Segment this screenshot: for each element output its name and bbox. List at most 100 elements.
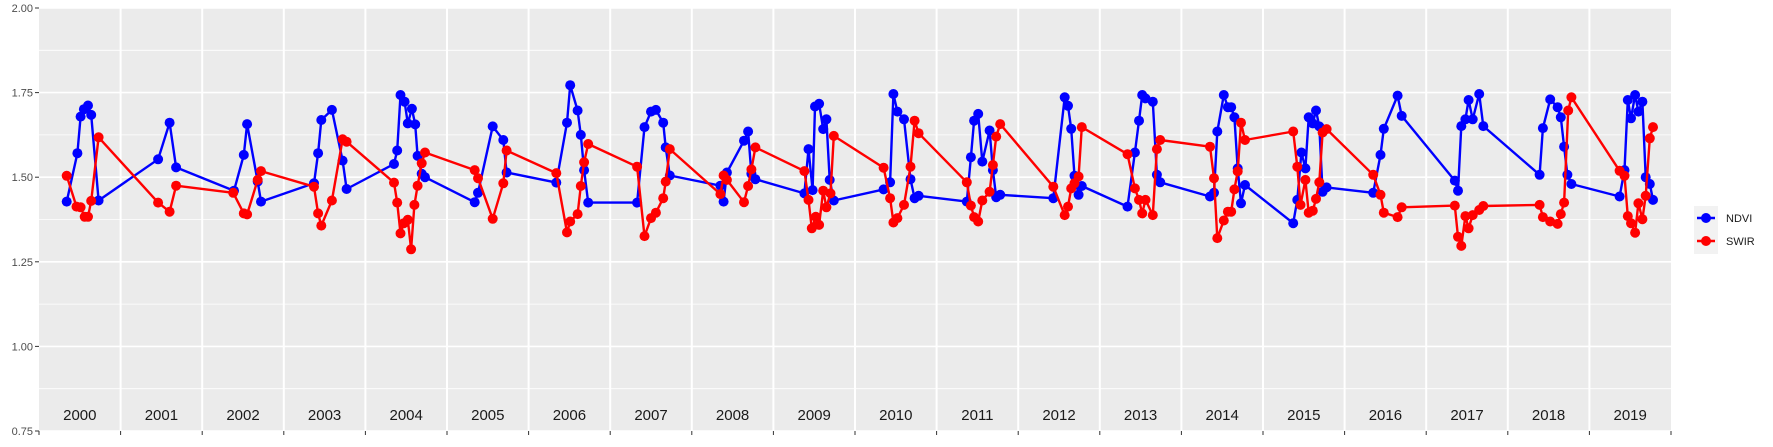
data-point-swir (1460, 211, 1471, 222)
data-point-swir (743, 181, 754, 191)
year-label: 2002 (226, 407, 259, 424)
data-point-swir (664, 144, 675, 155)
data-point-ndvi (1449, 175, 1460, 186)
data-point-ndvi (1155, 177, 1166, 188)
data-point-swir (825, 188, 836, 199)
data-point-ndvi (1378, 123, 1389, 134)
year-label: 2007 (634, 407, 667, 424)
data-point-ndvi (1240, 180, 1250, 190)
gridlines (39, 7, 1671, 432)
data-point-swir (1637, 214, 1648, 225)
data-point-swir (1059, 210, 1070, 221)
year-label: 2009 (798, 407, 831, 424)
data-point-swir (1236, 117, 1246, 128)
data-point-ndvi (1633, 106, 1644, 117)
data-point-ndvi (977, 156, 988, 167)
data-point-ndvi (1212, 126, 1223, 137)
data-point-ndvi (1555, 112, 1566, 123)
data-point-ndvi (1236, 198, 1246, 209)
data-point-ndvi (1066, 123, 1077, 134)
data-point-ndvi (1534, 169, 1545, 180)
data-point-ndvi (821, 114, 832, 125)
data-point-swir (1226, 206, 1237, 217)
year-label: 2012 (1042, 407, 1075, 424)
year-label: 2004 (390, 407, 423, 424)
data-point-swir (153, 197, 164, 208)
data-point-swir (1378, 207, 1389, 218)
data-point-swir (1122, 149, 1133, 160)
data-point-swir (1392, 212, 1403, 223)
data-point-swir (639, 231, 650, 242)
data-point-swir (632, 161, 643, 172)
data-point-swir (1534, 199, 1545, 210)
data-point-ndvi (639, 122, 650, 133)
data-point-swir (1076, 122, 1087, 133)
data-point-ndvi (399, 96, 410, 107)
data-point-ndvi (1453, 185, 1463, 196)
data-point-swir (1137, 208, 1148, 219)
data-point-ndvi (316, 115, 327, 125)
data-point-ndvi (1392, 90, 1403, 101)
y-tick-label: 1.25 (12, 257, 33, 269)
data-point-ndvi (1474, 89, 1485, 99)
data-point-swir (1559, 197, 1570, 208)
data-point-ndvi (61, 196, 72, 207)
year-label: 2016 (1369, 407, 1402, 424)
data-point-swir (583, 139, 594, 149)
data-point-ndvi (1622, 95, 1633, 105)
data-point-swir (828, 130, 839, 141)
y-tick-label: 1.00 (12, 341, 33, 353)
data-point-swir (1463, 223, 1474, 234)
data-point-swir (1456, 240, 1467, 251)
data-point-ndvi (913, 190, 924, 201)
data-point-swir (1648, 122, 1658, 133)
data-point-swir (1300, 174, 1311, 185)
data-point-swir (1229, 184, 1240, 195)
data-point-swir (1209, 173, 1219, 184)
data-point-swir (575, 181, 586, 191)
data-point-swir (1449, 200, 1460, 211)
data-point-ndvi (171, 162, 182, 173)
data-point-swir (905, 161, 916, 172)
data-point-ndvi (1537, 123, 1548, 134)
data-point-ndvi (1478, 121, 1489, 132)
data-point-ndvi (803, 144, 814, 155)
data-point-swir (1640, 190, 1651, 201)
data-point-ndvi (1218, 90, 1229, 100)
data-point-swir (1368, 169, 1379, 180)
data-point-swir (814, 219, 825, 230)
data-point-swir (1626, 218, 1636, 229)
data-point-swir (579, 157, 590, 168)
data-point-ndvi (878, 184, 889, 195)
data-point-swir (1292, 161, 1303, 172)
data-point-swir (326, 195, 337, 206)
y-tick-label: 1.75 (12, 88, 33, 100)
data-point-swir (389, 177, 399, 188)
data-point-ndvi (1300, 163, 1311, 174)
year-label: 2013 (1124, 407, 1157, 424)
data-point-ndvi (1073, 189, 1084, 200)
data-point-ndvi (650, 104, 661, 115)
data-point-ndvi (469, 197, 480, 208)
data-point-ndvi (420, 172, 430, 183)
data-point-ndvi (1463, 95, 1474, 105)
data-point-swir (1288, 126, 1299, 137)
data-point-swir (984, 186, 995, 197)
data-point-ndvi (575, 129, 586, 140)
data-point-swir (252, 174, 263, 185)
data-point-swir (86, 195, 97, 206)
data-point-swir (473, 173, 483, 184)
data-point-swir (1396, 202, 1407, 213)
data-point-ndvi (1626, 113, 1636, 124)
data-point-ndvi (658, 117, 669, 128)
data-point-swir (83, 211, 93, 222)
year-label: 2011 (961, 407, 993, 424)
data-point-swir (1563, 105, 1574, 116)
data-point-swir (1633, 198, 1644, 209)
data-point-swir (469, 165, 480, 176)
data-point-swir (1232, 166, 1243, 177)
data-point-swir (412, 180, 423, 191)
data-point-swir (1048, 181, 1059, 192)
data-point-ndvi (473, 187, 483, 198)
data-point-ndvi (984, 125, 995, 136)
